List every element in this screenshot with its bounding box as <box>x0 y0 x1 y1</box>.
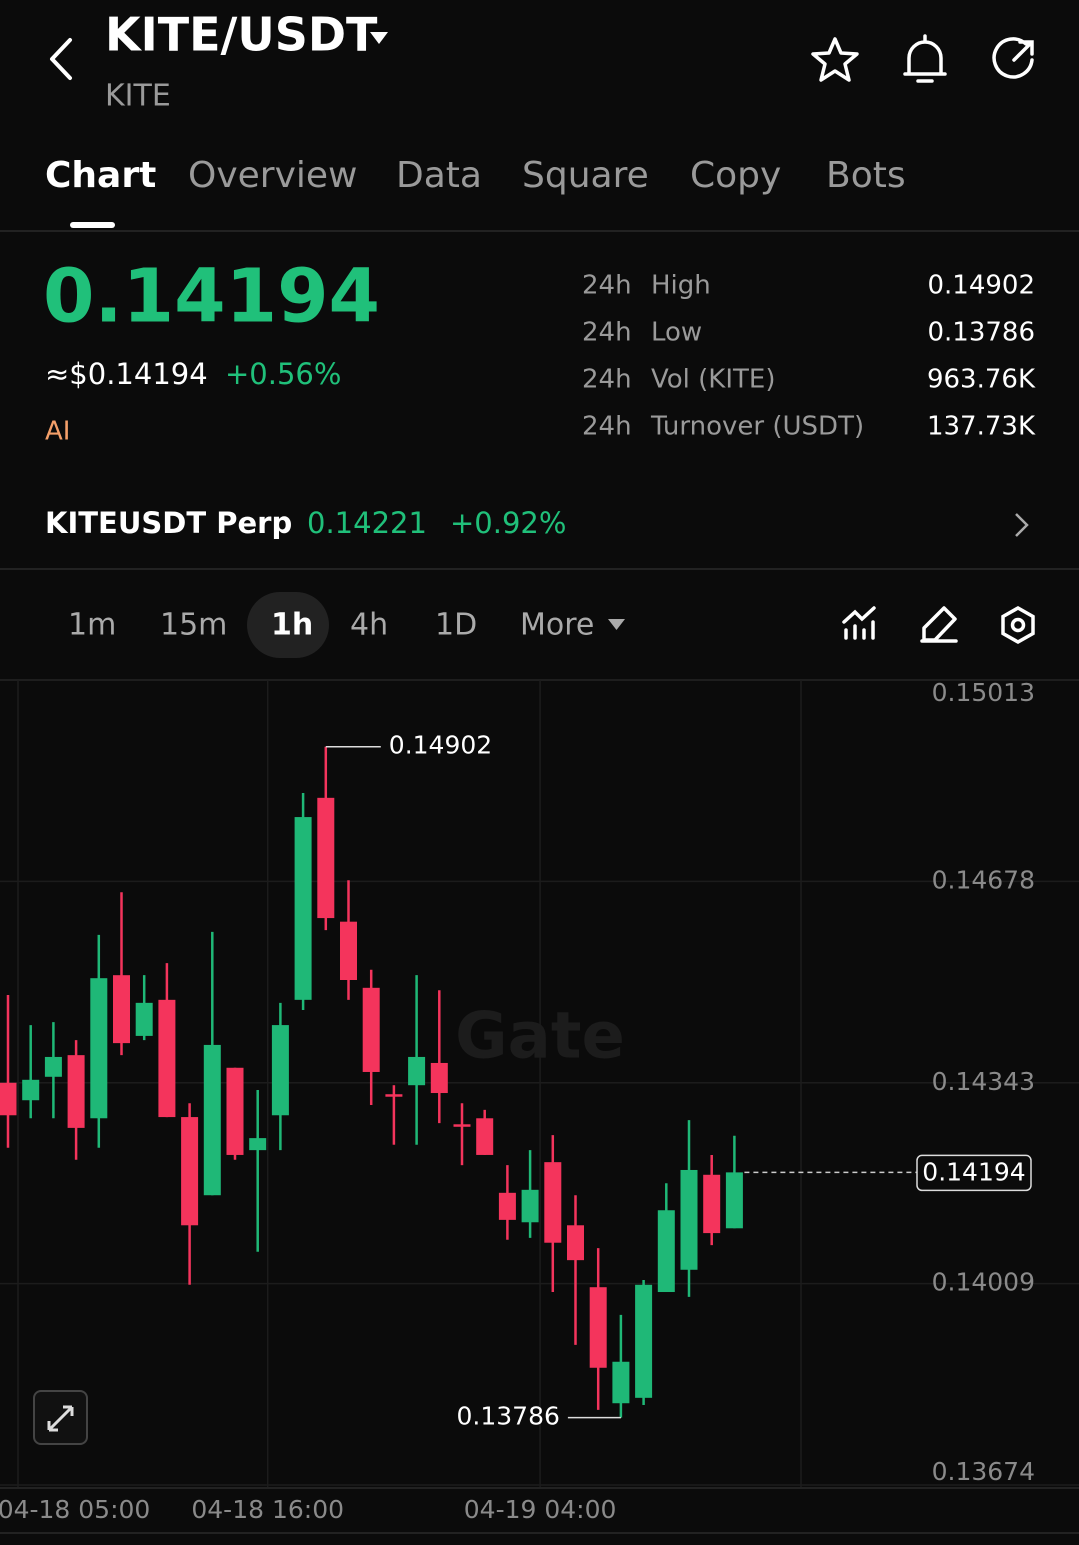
candle-body <box>521 1189 539 1223</box>
candle-body <box>635 1284 653 1398</box>
indicator-icon[interactable] <box>842 606 876 640</box>
interval-highlight <box>247 592 329 658</box>
candle-body <box>498 1192 516 1220</box>
candle-body <box>453 1124 471 1127</box>
x-tick-label: 04-18 05:00 <box>0 1495 150 1524</box>
stat-value: 0.13786 <box>927 318 1035 348</box>
stat-period: 24h <box>582 318 632 348</box>
candle-body <box>612 1361 630 1404</box>
candle-body <box>113 975 130 1044</box>
pair-dropdown[interactable] <box>370 32 388 44</box>
candle-body <box>226 1067 244 1155</box>
candle-body <box>249 1138 267 1151</box>
y-tick-label: 0.13674 <box>932 1457 1035 1486</box>
low-label: 0.13786 <box>457 1402 560 1431</box>
y-tick-label: 0.14009 <box>932 1268 1035 1297</box>
candle-body <box>703 1174 721 1234</box>
candle-body <box>317 797 335 919</box>
candle-body <box>680 1169 698 1270</box>
stat-label: Vol (KITE) <box>651 365 775 395</box>
candle-body <box>362 987 380 1072</box>
y-tick-label: 0.15013 <box>932 678 1035 707</box>
stat-label: Turnover (USDT) <box>650 412 864 442</box>
tab-indicator <box>70 222 115 228</box>
perp-price: 0.14221 <box>307 506 427 540</box>
last-price-label: 0.14194 <box>922 1157 1025 1186</box>
candle-body <box>44 1056 62 1077</box>
candle-body <box>657 1210 675 1293</box>
tab[interactable]: Square <box>522 155 649 196</box>
last-price-box <box>916 1154 1032 1192</box>
candle-body <box>22 1079 40 1101</box>
perp-change: +0.92% <box>450 506 566 540</box>
y-tick-label: 0.14343 <box>932 1067 1035 1096</box>
candle-body <box>181 1117 199 1226</box>
candle-body <box>203 1044 221 1196</box>
interval[interactable]: 1m <box>68 608 116 643</box>
back-button[interactable] <box>50 38 72 80</box>
stat-value: 963.76K <box>927 365 1036 395</box>
settings-icon[interactable] <box>1001 605 1035 645</box>
ai-tag[interactable]: AI <box>45 417 70 447</box>
favorite-icon[interactable] <box>811 37 859 82</box>
pair-title[interactable]: KITE/USDT <box>105 8 378 62</box>
candle-body <box>158 999 176 1118</box>
tab[interactable]: Overview <box>188 155 358 196</box>
tab[interactable]: Chart <box>45 155 156 196</box>
stat-period: 24h <box>582 271 632 301</box>
candle-body <box>90 978 108 1119</box>
candle-body <box>408 1056 426 1086</box>
fullscreen-button[interactable] <box>33 1390 88 1445</box>
x-tick-label: 04-18 16:00 <box>191 1495 344 1524</box>
y-tick-label: 0.14678 <box>932 865 1035 894</box>
candle-body <box>271 1025 289 1116</box>
candle-body <box>67 1055 85 1128</box>
interval[interactable]: 15m <box>160 608 227 643</box>
tab[interactable]: Copy <box>690 155 781 196</box>
more-dropdown[interactable] <box>608 619 625 630</box>
stat-label: High <box>651 271 711 301</box>
pair-subtitle: KITE <box>105 79 171 114</box>
candle-body <box>340 921 357 980</box>
last-price: 0.14194 <box>43 254 380 340</box>
share-icon[interactable] <box>992 37 1034 79</box>
candle-body <box>544 1162 562 1243</box>
high-label: 0.14902 <box>389 731 492 760</box>
candle-body <box>294 817 312 1000</box>
price-change: +0.56% <box>225 357 341 391</box>
candle-body <box>476 1118 494 1155</box>
x-tick-label: 04-19 04:00 <box>464 1495 617 1524</box>
interval[interactable]: 4h <box>350 608 388 643</box>
perp-name[interactable]: KITEUSDT Perp <box>45 506 292 540</box>
candle-body <box>0 1082 17 1116</box>
interval[interactable]: 1D <box>435 608 477 643</box>
candle-body <box>135 1002 153 1036</box>
alert-icon[interactable] <box>903 34 947 83</box>
interval[interactable]: More <box>520 608 594 643</box>
stat-value: 137.73K <box>927 412 1036 442</box>
stat-value: 0.14902 <box>927 271 1035 301</box>
perp-chevron[interactable] <box>1015 513 1029 537</box>
interval[interactable]: 1h <box>271 608 313 643</box>
candle-body <box>725 1172 743 1229</box>
candle-body <box>567 1225 584 1261</box>
stat-period: 24h <box>582 412 632 442</box>
candle-body <box>589 1287 607 1368</box>
candle-body <box>385 1094 403 1097</box>
draw-icon[interactable] <box>920 606 958 643</box>
stat-label: Low <box>651 318 702 348</box>
usd-price: ≈$0.14194 <box>45 357 208 391</box>
tab[interactable]: Bots <box>826 155 906 196</box>
stat-period: 24h <box>582 365 632 395</box>
tab[interactable]: Data <box>396 155 482 196</box>
candle-body <box>430 1062 448 1094</box>
